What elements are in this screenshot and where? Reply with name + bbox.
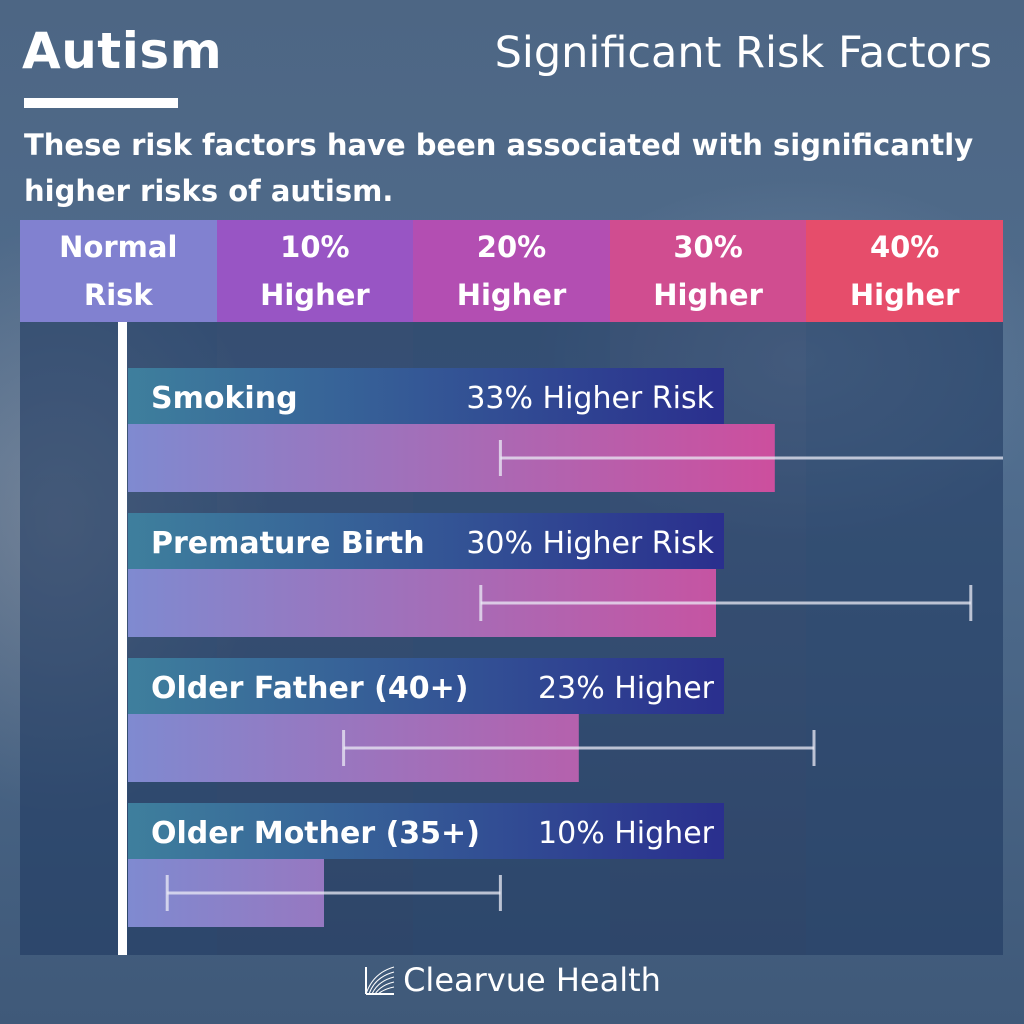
- row-value-label: 33% Higher Risk: [466, 381, 714, 416]
- row-label-bar: [128, 803, 724, 859]
- header-20-higher: 20% Higher: [413, 220, 610, 322]
- page-subtitle: Significant Risk Factors: [494, 28, 992, 78]
- row-name-label: Older Father (40+): [151, 671, 468, 706]
- baseline-axis: [118, 322, 127, 955]
- row-label-bar: [128, 368, 724, 424]
- row-name-label: Older Mother (35+): [151, 816, 480, 851]
- row-value-label: 23% Higher: [538, 671, 715, 706]
- header-10-higher: 10% Higher: [216, 220, 414, 322]
- row-value-label: 10% Higher: [538, 816, 715, 851]
- page-title: Autism: [22, 22, 223, 80]
- clearvue-logo-icon: [365, 966, 395, 995]
- description-text: These risk factors have been associated …: [24, 128, 974, 208]
- header-40-higher: 40% Higher: [806, 220, 1003, 322]
- row-label-bar: [128, 658, 724, 714]
- band-40: [806, 322, 1003, 955]
- brand-name: Clearvue Health: [403, 961, 661, 999]
- row-name-label: Premature Birth: [151, 526, 425, 561]
- header-normal-risk: Normal Risk: [20, 220, 217, 322]
- title-underline: [24, 98, 178, 108]
- row-label-bar: [128, 513, 724, 569]
- brand-footer: Clearvue Health: [0, 960, 1024, 1000]
- header-30-higher: 30% Higher: [609, 220, 807, 322]
- row-name-label: Smoking: [151, 381, 298, 416]
- row-value-label: 30% Higher Risk: [466, 526, 714, 561]
- risk-scale-header: Normal Risk 10% Higher 20% Higher 30% Hi…: [20, 220, 1003, 322]
